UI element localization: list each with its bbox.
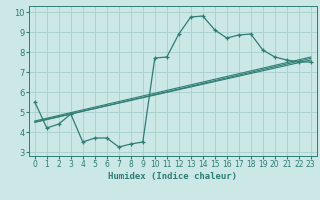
X-axis label: Humidex (Indice chaleur): Humidex (Indice chaleur) — [108, 172, 237, 181]
